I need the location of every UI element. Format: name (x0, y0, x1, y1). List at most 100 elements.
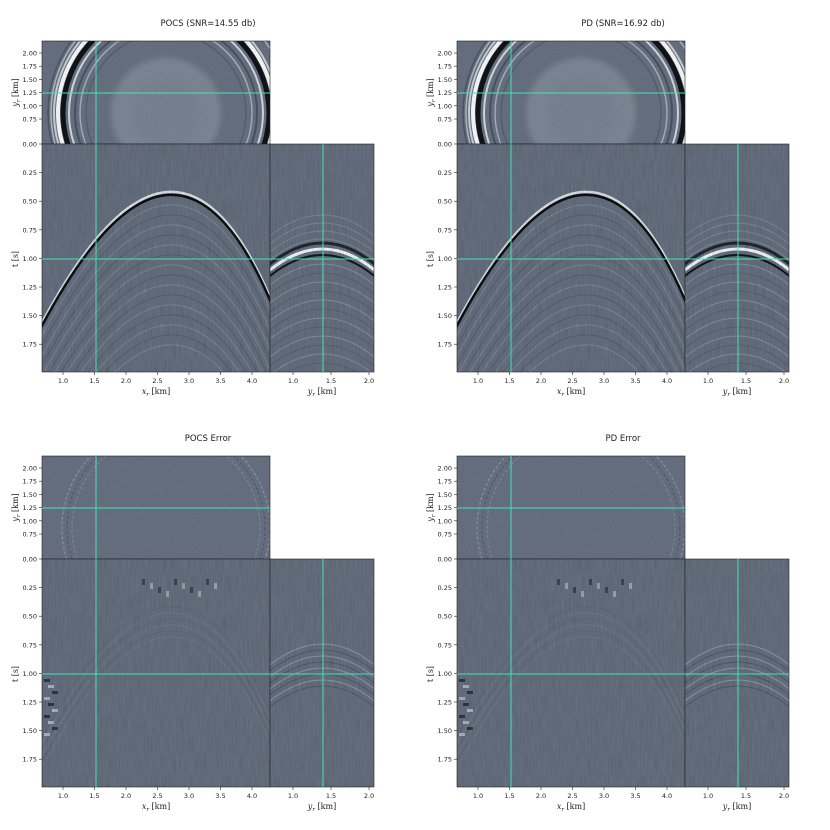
tick-label-t: 0.75 (438, 226, 452, 234)
tick-label-yr: 2.0 (779, 792, 789, 800)
panel-title: POCS Error (185, 434, 232, 444)
tick-label-t: 1.25 (438, 284, 452, 292)
tick-label-yr: 0.75 (23, 116, 37, 124)
tick-label-t: 0.50 (23, 198, 37, 206)
xlabel-yr: yr [km] (307, 387, 336, 398)
tick-label-t: 1.75 (438, 756, 452, 764)
tick-label-xr: 2.0 (536, 792, 546, 800)
tick-label-yr: 2.0 (364, 792, 374, 800)
tick-label-yr: 1.00 (438, 517, 452, 525)
tick-label-xr: 3.5 (630, 377, 640, 385)
tick-label-xr: 3.0 (599, 792, 609, 800)
tick-label-yr: 2.0 (364, 377, 374, 385)
tick-label-yr: 1.0 (703, 792, 713, 800)
side-frame (269, 143, 375, 373)
tick-label-xr: 3.5 (215, 377, 225, 385)
side-noise (685, 559, 789, 787)
tick-label-t: 1.25 (23, 284, 37, 292)
ylabel-yr: yr [km] (11, 78, 22, 107)
tick-label-yr: 1.00 (23, 102, 37, 110)
tick-label-yr: 1.50 (23, 491, 37, 499)
panel-pd: PD (SNR=16.92 db) 0.75 1.00 1.25 1.50 1.75 2.0… (426, 19, 790, 398)
tick-label-xr: 4.0 (247, 792, 257, 800)
tick-label-t: 0.75 (23, 641, 37, 649)
tick-label-xr: 3.5 (215, 792, 225, 800)
tick-label-xr: 3.5 (630, 792, 640, 800)
xlabel-yr: yr [km] (722, 387, 751, 398)
tick-label-yr: 1.25 (23, 504, 37, 512)
tick-label-yr: 1.75 (438, 63, 452, 71)
tick-label-xr: 1.0 (58, 377, 68, 385)
tick-label-yr: 1.75 (438, 478, 452, 486)
tick-label-t: 1.50 (23, 727, 37, 735)
tick-label-t: 1.75 (23, 756, 37, 764)
tick-label-t: 0.25 (438, 169, 452, 177)
tick-label-xr: 1.0 (473, 792, 483, 800)
tick-label-xr: 4.0 (662, 377, 672, 385)
ylabel-t: t [s] (426, 666, 435, 682)
ylabel-yr: yr [km] (11, 493, 22, 522)
section-noise (457, 559, 685, 787)
tick-label-t: 0.75 (438, 641, 452, 649)
tick-label-t: 0.25 (23, 584, 37, 592)
panel-pocs_err: POCS Error 0.75 1.00 1.25 1.50 1.75 2.00 0.00 0.… (11, 434, 375, 813)
ylabel-yr: yr [km] (426, 78, 437, 107)
tick-label-yr: 1.75 (23, 478, 37, 486)
section-noise (42, 144, 270, 372)
ylabel-t: t [s] (11, 666, 20, 682)
section-xr (456, 558, 686, 788)
tick-label-t: 1.75 (23, 341, 37, 349)
tick-label-yr: 1.5 (326, 377, 336, 385)
tick-label-t: 0.00 (438, 141, 452, 149)
xlabel-xr: xr [km] (142, 802, 170, 813)
tick-label-t: 0.25 (438, 584, 452, 592)
side-frame (269, 558, 375, 788)
tick-label-yr: 1.0 (288, 792, 298, 800)
section-xr (456, 143, 686, 373)
ylabel-t: t [s] (426, 251, 435, 267)
tick-label-yr: 2.00 (438, 50, 452, 58)
tick-label-t: 1.25 (438, 699, 452, 707)
xlabel-yr: yr [km] (722, 802, 751, 813)
tick-label-yr: 1.25 (438, 504, 452, 512)
xlabel-yr: yr [km] (307, 802, 336, 813)
side-frame (684, 143, 790, 373)
ylabel-t: t [s] (11, 251, 20, 267)
tick-label-t: 1.50 (23, 312, 37, 320)
section-yr (684, 143, 790, 373)
tick-label-yr: 1.0 (288, 377, 298, 385)
tick-label-xr: 4.0 (662, 792, 672, 800)
side-noise (270, 144, 374, 372)
tick-label-yr: 1.25 (438, 89, 452, 97)
tick-label-t: 1.75 (438, 341, 452, 349)
tick-label-yr: 1.75 (23, 63, 37, 71)
tick-label-xr: 3.0 (184, 377, 194, 385)
tick-label-xr: 1.0 (473, 377, 483, 385)
xlabel-xr: xr [km] (142, 387, 170, 398)
panel-title: PD (SNR=16.92 db) (581, 19, 665, 29)
tick-label-xr: 3.0 (599, 377, 609, 385)
tick-label-yr: 2.00 (23, 465, 37, 473)
tick-label-yr: 2.00 (23, 50, 37, 58)
tick-label-xr: 1.5 (504, 792, 514, 800)
tick-label-yr: 1.50 (23, 76, 37, 84)
tick-label-xr: 2.5 (567, 792, 577, 800)
tick-label-t: 0.50 (438, 613, 452, 621)
tick-label-t: 0.75 (23, 226, 37, 234)
tick-label-t: 1.50 (438, 727, 452, 735)
tick-label-yr: 1.0 (703, 377, 713, 385)
section-xr (41, 143, 271, 373)
section-noise (42, 559, 270, 787)
tick-label-xr: 2.5 (152, 377, 162, 385)
tick-label-xr: 2.5 (567, 377, 577, 385)
tick-label-yr: 0.75 (438, 116, 452, 124)
xlabel-xr: xr [km] (557, 387, 585, 398)
section-noise (457, 144, 685, 372)
tick-label-xr: 1.0 (58, 792, 68, 800)
tick-label-xr: 2.0 (121, 377, 131, 385)
tick-label-xr: 1.5 (89, 377, 99, 385)
tick-label-yr: 1.5 (741, 377, 751, 385)
tick-label-xr: 2.0 (536, 377, 546, 385)
tick-label-t: 0.00 (23, 141, 37, 149)
side-noise (685, 144, 789, 372)
